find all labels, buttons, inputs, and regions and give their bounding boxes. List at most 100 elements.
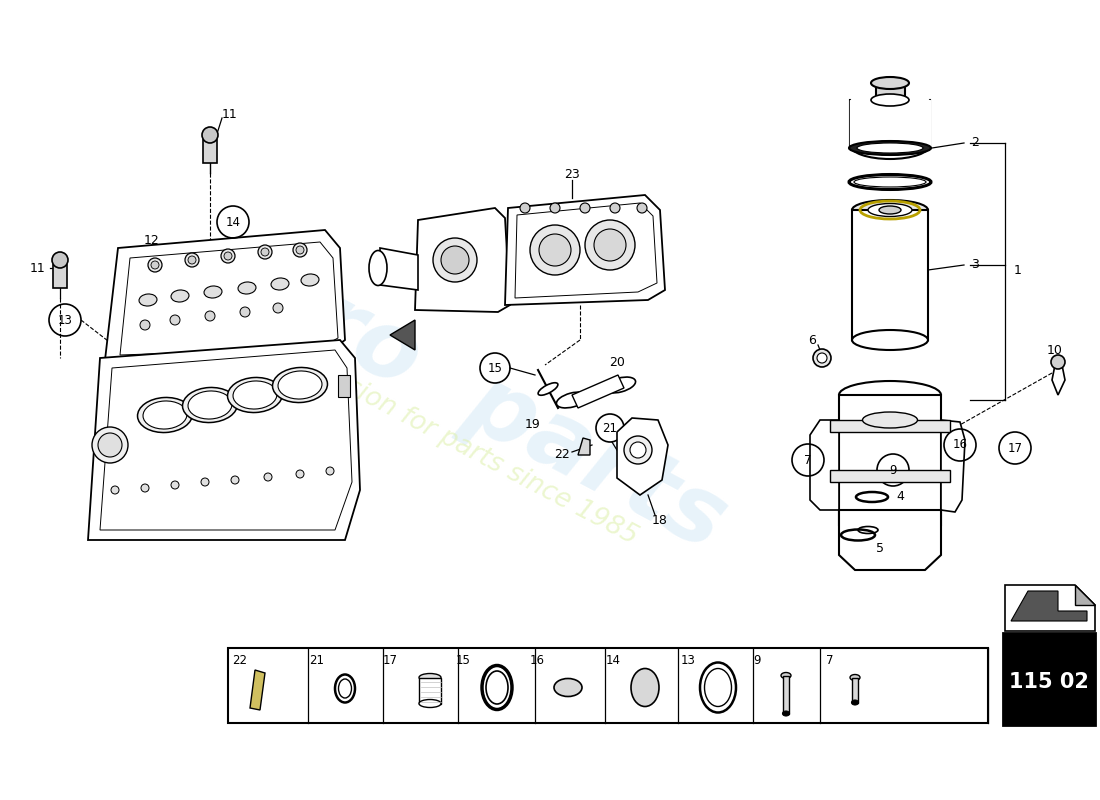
Ellipse shape	[170, 290, 189, 302]
Circle shape	[594, 229, 626, 261]
Ellipse shape	[143, 401, 187, 429]
Ellipse shape	[868, 203, 912, 217]
Ellipse shape	[704, 669, 732, 706]
Ellipse shape	[368, 250, 387, 286]
Ellipse shape	[419, 699, 441, 707]
Polygon shape	[1075, 585, 1094, 605]
Ellipse shape	[862, 412, 917, 428]
Text: 15: 15	[455, 654, 471, 666]
Text: 115 02: 115 02	[1009, 672, 1089, 692]
Ellipse shape	[486, 671, 508, 704]
Ellipse shape	[871, 94, 909, 106]
Polygon shape	[379, 248, 418, 290]
Ellipse shape	[273, 367, 328, 402]
Bar	[830, 470, 950, 482]
Polygon shape	[876, 83, 905, 100]
Polygon shape	[578, 438, 590, 455]
Circle shape	[240, 307, 250, 317]
Text: 20: 20	[609, 357, 625, 370]
Bar	[852, 210, 928, 340]
Circle shape	[170, 315, 180, 325]
Circle shape	[92, 427, 128, 463]
Ellipse shape	[857, 143, 923, 153]
Circle shape	[817, 353, 827, 363]
Circle shape	[205, 311, 214, 321]
Ellipse shape	[554, 678, 582, 697]
Ellipse shape	[138, 398, 192, 433]
Ellipse shape	[139, 294, 157, 306]
Ellipse shape	[850, 131, 930, 159]
Circle shape	[326, 467, 334, 475]
Polygon shape	[104, 230, 345, 360]
Circle shape	[530, 225, 580, 275]
Circle shape	[264, 473, 272, 481]
Circle shape	[296, 246, 304, 254]
Ellipse shape	[228, 378, 283, 413]
Circle shape	[261, 248, 270, 256]
Ellipse shape	[839, 381, 940, 409]
Text: 19: 19	[525, 418, 541, 430]
Ellipse shape	[852, 330, 928, 350]
Circle shape	[151, 261, 160, 269]
Polygon shape	[940, 420, 965, 512]
Ellipse shape	[419, 674, 441, 682]
Ellipse shape	[538, 382, 558, 395]
Bar	[852, 678, 858, 702]
Text: 17: 17	[1008, 442, 1023, 454]
Circle shape	[98, 433, 122, 457]
Circle shape	[293, 243, 307, 257]
Ellipse shape	[850, 674, 860, 681]
Text: 9: 9	[754, 654, 761, 666]
Ellipse shape	[204, 286, 222, 298]
Ellipse shape	[238, 282, 256, 294]
Circle shape	[433, 238, 477, 282]
Circle shape	[185, 253, 199, 267]
Circle shape	[637, 203, 647, 213]
Ellipse shape	[852, 200, 928, 220]
Ellipse shape	[879, 206, 901, 214]
Text: 1: 1	[1014, 263, 1022, 277]
Circle shape	[141, 484, 149, 492]
Polygon shape	[390, 320, 415, 350]
Circle shape	[273, 303, 283, 313]
Bar	[830, 420, 950, 432]
Ellipse shape	[849, 141, 931, 155]
Circle shape	[610, 203, 620, 213]
Ellipse shape	[557, 392, 587, 408]
Text: 21: 21	[603, 422, 617, 434]
Circle shape	[140, 320, 150, 330]
Circle shape	[201, 478, 209, 486]
Text: 22: 22	[232, 654, 248, 666]
Text: euro  parts: euro parts	[179, 211, 741, 569]
Polygon shape	[415, 208, 510, 312]
Text: 22: 22	[554, 447, 570, 461]
Text: 21: 21	[309, 654, 324, 666]
Ellipse shape	[582, 389, 597, 398]
Text: 7: 7	[804, 454, 812, 466]
Text: 12: 12	[144, 234, 159, 246]
Text: 14: 14	[605, 654, 620, 666]
Ellipse shape	[839, 511, 940, 539]
Polygon shape	[1005, 585, 1094, 631]
Text: 18: 18	[652, 514, 668, 526]
Ellipse shape	[851, 700, 858, 705]
Text: 3: 3	[971, 258, 979, 271]
Ellipse shape	[188, 391, 232, 419]
Circle shape	[148, 258, 162, 272]
Ellipse shape	[604, 377, 636, 393]
Ellipse shape	[271, 278, 289, 290]
Circle shape	[170, 481, 179, 489]
Text: 17: 17	[383, 654, 397, 666]
Polygon shape	[850, 100, 930, 145]
Text: 6: 6	[808, 334, 816, 346]
Text: 4: 4	[896, 490, 904, 503]
Ellipse shape	[301, 274, 319, 286]
Polygon shape	[53, 265, 67, 288]
Circle shape	[188, 256, 196, 264]
Polygon shape	[617, 418, 668, 495]
Circle shape	[630, 442, 646, 458]
Text: 16: 16	[529, 654, 544, 666]
Text: 11: 11	[222, 109, 238, 122]
Text: 14: 14	[226, 215, 241, 229]
Bar	[839, 395, 940, 525]
